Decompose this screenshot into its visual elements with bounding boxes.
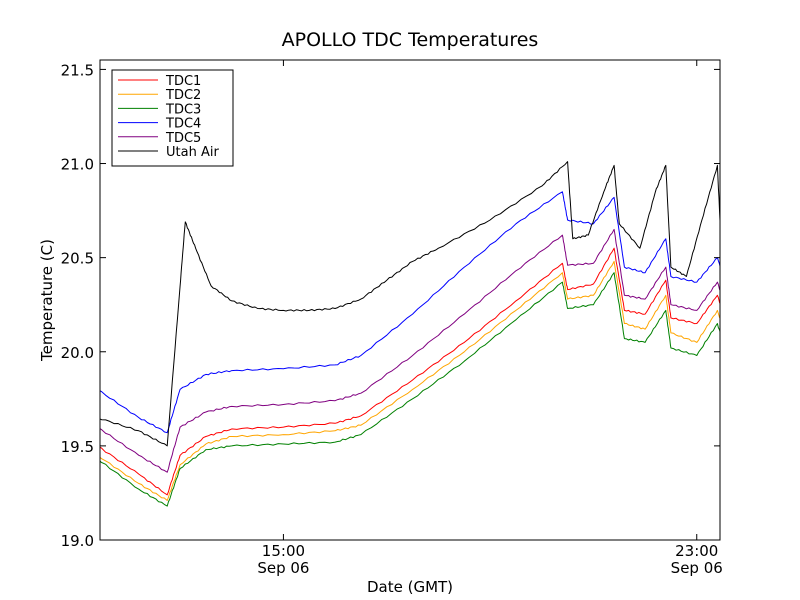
series-line-utah-air xyxy=(100,161,720,447)
x-tick-label-time: 23:00 xyxy=(675,542,718,560)
series-line-tdc2 xyxy=(100,260,720,501)
y-tick-label: 21.5 xyxy=(61,61,94,79)
series-line-tdc1 xyxy=(100,247,720,496)
legend-label: TDC2 xyxy=(165,88,201,103)
y-axis-label: Temperature (C) xyxy=(38,239,56,362)
y-tick-label: 20.0 xyxy=(61,344,94,362)
series-line-tdc3 xyxy=(100,272,720,507)
plot-frame xyxy=(99,59,721,541)
legend-label: TDC1 xyxy=(165,74,201,89)
y-tick-label: 19.5 xyxy=(61,438,94,456)
legend-label: TDC3 xyxy=(165,102,201,117)
legend-label: TDC5 xyxy=(165,131,201,146)
legend-label: Utah Air xyxy=(166,145,219,160)
x-tick-label-date: Sep 06 xyxy=(257,559,309,577)
series-layer xyxy=(100,161,720,507)
y-axis: 19.0 19.5 20.0 20.5 21.0 21.5 xyxy=(61,61,720,550)
y-tick-label: 19.0 xyxy=(61,532,94,550)
series-line-tdc4 xyxy=(100,191,720,434)
chart-title: APOLLO TDC Temperatures xyxy=(282,29,539,51)
x-tick-label-date: Sep 06 xyxy=(671,559,723,577)
series-line-tdc5 xyxy=(100,228,720,473)
legend-box xyxy=(111,69,234,167)
legend-label: TDC4 xyxy=(165,117,201,132)
x-tick-label-time: 15:00 xyxy=(262,542,305,560)
x-axis-label: Date (GMT) xyxy=(367,578,453,596)
y-tick-label: 21.0 xyxy=(61,156,94,174)
y-tick-label: 20.5 xyxy=(61,250,94,268)
